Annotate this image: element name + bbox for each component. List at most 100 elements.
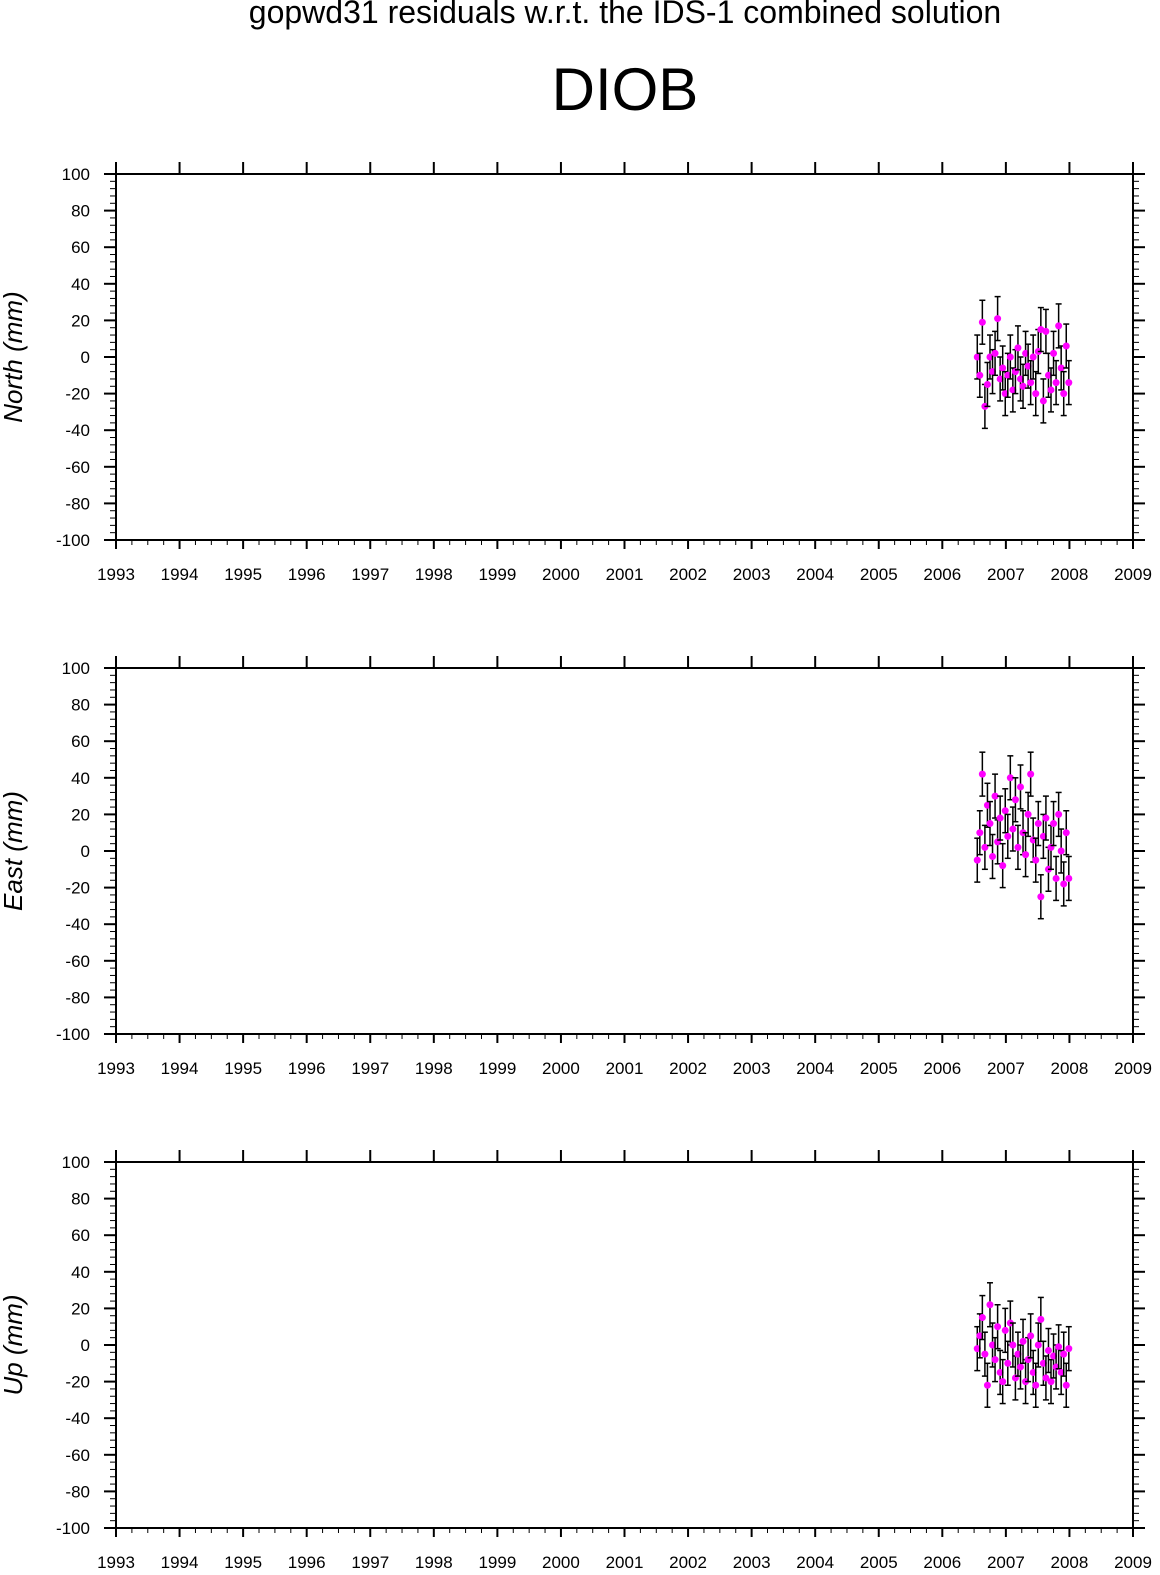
east-y-tick-label: -20 <box>65 879 90 898</box>
east-data-point <box>1016 783 1024 791</box>
north-data-point <box>1004 371 1012 379</box>
up-data-point <box>1004 1359 1012 1367</box>
north-y-tick-label: -40 <box>65 421 90 440</box>
north-x-tick-label: 1995 <box>224 565 262 584</box>
up-data-point <box>1065 1345 1073 1353</box>
north-data-point <box>1050 349 1058 357</box>
north-x-tick-label: 2000 <box>542 565 580 584</box>
east-y-tick-label: 80 <box>71 696 90 715</box>
east-x-tick-label: 1999 <box>478 1059 516 1078</box>
east-x-tick-label: 2005 <box>860 1059 898 1078</box>
east-x-tick-label: 1996 <box>288 1059 326 1078</box>
up-y-tick-label: -60 <box>65 1446 90 1465</box>
north-y-tick-label: 20 <box>71 311 90 330</box>
north-y-tick-label: -100 <box>56 531 90 550</box>
up-y-tick-label: -100 <box>56 1519 90 1538</box>
east-data-point <box>1006 774 1014 782</box>
east-x-tick-label: 1993 <box>97 1059 135 1078</box>
up-data-point <box>996 1368 1004 1376</box>
up-data-point <box>1019 1337 1027 1345</box>
east-data-point <box>1014 843 1022 851</box>
up-data-point <box>1062 1381 1070 1389</box>
east-data-point <box>991 792 999 800</box>
up-panel: 1993 1994 1995 1996 1997 1998 1999 2000 2001 2002… <box>0 1150 1152 1572</box>
east-y-tick-label: 20 <box>71 805 90 824</box>
east-data-point <box>1039 832 1047 840</box>
up-x-tick-label: 2005 <box>860 1553 898 1572</box>
north-data-point <box>999 364 1007 372</box>
north-data-point <box>976 371 984 379</box>
up-y-tick-label: -80 <box>65 1482 90 1501</box>
north-y-axis-label: North (mm) <box>0 291 28 422</box>
north-data-point <box>1016 375 1024 383</box>
east-x-tick-label: 2001 <box>606 1059 644 1078</box>
north-y-tick-label: 60 <box>71 238 90 257</box>
north-y-tick-label: -60 <box>65 458 90 477</box>
east-x-tick-label: 1994 <box>161 1059 199 1078</box>
up-x-tick-label: 1999 <box>478 1553 516 1572</box>
north-x-tick-label: 1999 <box>478 565 516 584</box>
north-x-tick-label: 2008 <box>1051 565 1089 584</box>
east-x-tick-label: 2009 <box>1114 1059 1152 1078</box>
up-data-point <box>1055 1343 1063 1351</box>
east-y-tick-label: 0 <box>81 842 90 861</box>
up-series <box>973 1282 1073 1408</box>
north-y-tick-label: 0 <box>81 348 90 367</box>
east-series <box>973 751 1073 920</box>
north-data-point <box>986 353 994 361</box>
up-data-point <box>1050 1352 1058 1360</box>
up-data-point <box>983 1381 991 1389</box>
north-x-tick-label: 2005 <box>860 565 898 584</box>
north-data-point <box>983 380 991 388</box>
up-y-tick-label: -20 <box>65 1373 90 1392</box>
up-x-tick-label: 1998 <box>415 1553 453 1572</box>
east-y-tick-label: -60 <box>65 952 90 971</box>
up-y-tick-label: 20 <box>71 1299 90 1318</box>
up-x-tick-label: 2004 <box>796 1553 834 1572</box>
north-panel: 1993 1994 1995 1996 1997 1998 1999 2000 2001 2002… <box>0 162 1152 584</box>
north-x-tick-label: 2003 <box>733 565 771 584</box>
north-data-point <box>1029 353 1037 361</box>
up-data-point <box>989 1341 997 1349</box>
up-x-tick-label: 2006 <box>923 1553 961 1572</box>
east-data-point <box>1065 874 1073 882</box>
up-x-tick-label: 1995 <box>224 1553 262 1572</box>
north-data-point <box>1039 397 1047 405</box>
east-data-point <box>983 801 991 809</box>
east-x-tick-label: 2003 <box>733 1059 771 1078</box>
east-data-point <box>999 862 1007 870</box>
north-data-point <box>1024 362 1032 370</box>
east-data-point <box>1009 825 1017 833</box>
north-x-tick-label: 2007 <box>987 565 1025 584</box>
up-y-tick-label: 100 <box>62 1153 90 1172</box>
north-x-tick-label: 2004 <box>796 565 834 584</box>
north-data-point <box>1032 390 1040 398</box>
north-data-point <box>991 349 999 357</box>
north-x-tick-label: 1996 <box>288 565 326 584</box>
east-y-tick-label: 60 <box>71 732 90 751</box>
north-data-point <box>1052 379 1060 387</box>
up-y-axis-label: Up (mm) <box>0 1294 28 1395</box>
up-data-point <box>994 1323 1002 1331</box>
north-data-point <box>978 318 986 326</box>
north-data-point <box>1022 349 1030 357</box>
up-y-tick-label: -40 <box>65 1409 90 1428</box>
north-y-tick-label: -80 <box>65 494 90 513</box>
east-data-point <box>978 770 986 778</box>
east-x-tick-label: 1998 <box>415 1059 453 1078</box>
north-data-point <box>1062 342 1070 350</box>
east-x-tick-label: 1997 <box>351 1059 389 1078</box>
east-x-tick-label: 1995 <box>224 1059 262 1078</box>
up-data-point <box>976 1332 984 1340</box>
east-panel: 1993 1994 1995 1996 1997 1998 1999 2000 2001 2002… <box>0 656 1152 1078</box>
east-data-point <box>976 829 984 837</box>
north-y-tick-label: 80 <box>71 202 90 221</box>
up-x-tick-label: 2009 <box>1114 1553 1152 1572</box>
north-data-point <box>996 375 1004 383</box>
up-x-tick-label: 2001 <box>606 1553 644 1572</box>
east-data-point <box>986 820 994 828</box>
up-data-point <box>1016 1363 1024 1371</box>
north-series <box>973 295 1073 430</box>
up-data-point <box>1047 1378 1055 1386</box>
